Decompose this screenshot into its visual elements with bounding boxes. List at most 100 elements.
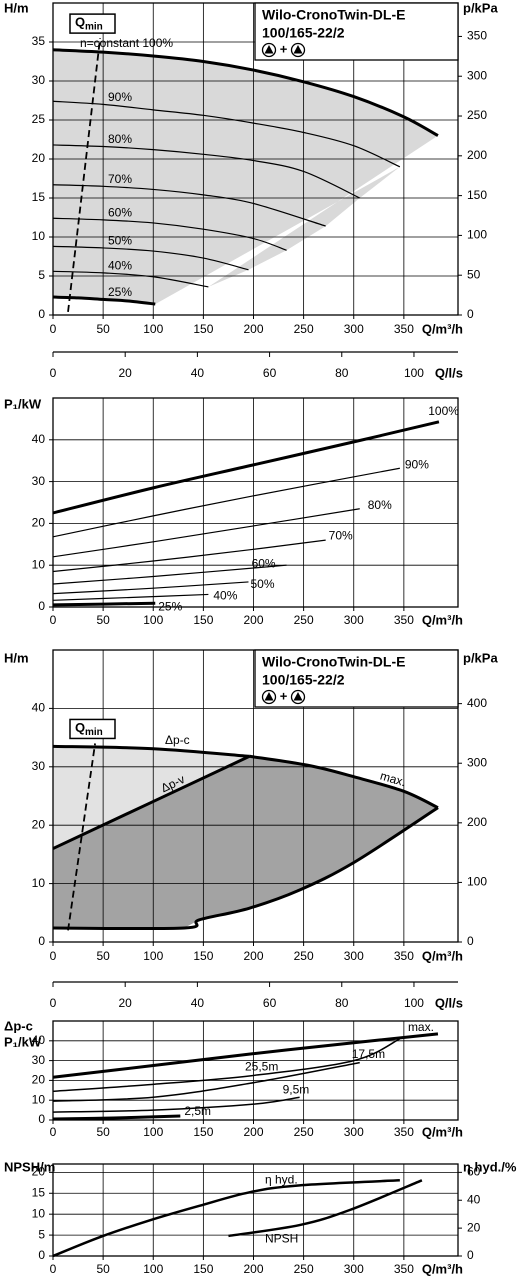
qmin-line <box>67 37 102 312</box>
x-tick-label: 200 <box>243 949 263 963</box>
curve <box>52 217 287 251</box>
qmin-label: Q <box>75 15 85 30</box>
qmin-sub: min <box>85 22 103 33</box>
y-axis-label: Δp-c <box>4 1018 33 1033</box>
y2-tick-label: 0 <box>467 934 474 948</box>
x2-tick-label: 20 <box>119 366 133 380</box>
chart-subtitle: 100/165-22/2 <box>262 25 345 41</box>
curve <box>52 184 326 227</box>
x2-tick-label: 80 <box>335 996 349 1010</box>
chart-subtitle: 100/165-22/2 <box>262 672 345 688</box>
curve-label: n=constant 100% <box>80 36 173 50</box>
chart-panel: 0 50 100 150 200 250 300 3500510152025303505010… <box>4 0 498 380</box>
x-tick-label: 250 <box>294 613 314 627</box>
x-tick-label: 50 <box>96 949 110 963</box>
y-tick-label: 15 <box>32 190 46 204</box>
curve-label: max. <box>379 769 408 790</box>
x-axis-label: Q/m³/h <box>422 948 463 963</box>
x2-tick-label: 0 <box>50 366 57 380</box>
x-tick-label: 350 <box>394 1125 414 1139</box>
y-tick-label: 30 <box>32 1053 46 1067</box>
curve-label: 50% <box>108 233 132 247</box>
curve-label: 70% <box>108 172 132 186</box>
curve <box>52 1061 360 1102</box>
x-tick-label: 50 <box>96 613 110 627</box>
x2-tick-label: 60 <box>263 366 277 380</box>
y2-tick-label: 150 <box>467 188 487 202</box>
curve <box>52 1114 181 1121</box>
y2-tick-label: 20 <box>467 1220 481 1234</box>
x-tick-label: 300 <box>344 1262 364 1276</box>
curve <box>52 581 249 595</box>
x-tick-label: 0 <box>50 1262 57 1276</box>
x-tick-label: 0 <box>50 322 57 336</box>
plot-frame <box>52 1020 459 1121</box>
curve <box>52 539 326 573</box>
y2-tick-label: 100 <box>467 875 487 889</box>
x-tick-label: 200 <box>243 1125 263 1139</box>
curve <box>52 744 250 758</box>
x-tick-label: 100 <box>143 1262 163 1276</box>
x-tick-label: 350 <box>394 613 414 627</box>
x2-tick-label: 60 <box>263 996 277 1010</box>
y2-tick-label: 50 <box>467 267 481 281</box>
curve-label: 80% <box>108 132 132 146</box>
x-axis-label: Q/m³/h <box>422 1124 463 1139</box>
y2-tick-label: 200 <box>467 815 487 829</box>
control-range <box>53 756 438 928</box>
curve-label: 40% <box>213 589 237 603</box>
x-tick-label: 100 <box>143 1125 163 1139</box>
pump-icon-triangle <box>264 45 274 54</box>
y-tick-label: 20 <box>32 1165 46 1179</box>
y-tick-label: 5 <box>38 268 45 282</box>
x-tick-label: 100 <box>143 613 163 627</box>
qmin-box <box>69 718 116 740</box>
x-tick-label: 300 <box>344 1125 364 1139</box>
curve <box>52 270 209 288</box>
qmin-box <box>69 13 116 34</box>
x-tick-label: 0 <box>50 1125 57 1139</box>
control-range <box>53 746 250 849</box>
curve <box>52 1038 401 1093</box>
curve <box>52 754 251 850</box>
y-tick-label: 25 <box>32 112 46 126</box>
x-tick-label: 200 <box>243 322 263 336</box>
curve-label: 100% <box>428 404 459 418</box>
y2-tick-label: 200 <box>467 148 487 162</box>
x-tick-label: 350 <box>394 1262 414 1276</box>
y-tick-label: 5 <box>38 1227 45 1241</box>
y-tick-label: 10 <box>32 557 46 571</box>
y2-tick-label: 300 <box>467 755 487 769</box>
x-tick-label: 150 <box>193 1125 213 1139</box>
y2-axis-label: p/kPa <box>463 0 498 15</box>
curve <box>52 593 209 601</box>
x-tick-label: 150 <box>193 949 213 963</box>
curve-label: 25,5m <box>245 1059 278 1073</box>
pump-icon-triangle <box>293 45 303 54</box>
y2-tick-label: 350 <box>467 29 487 43</box>
pump-icon-triangle <box>293 692 303 701</box>
y-tick-label: 10 <box>32 876 46 890</box>
qmin-label: Q <box>75 720 85 735</box>
qmin-line <box>67 743 96 931</box>
curve-label: Δp-c <box>165 733 190 747</box>
y-tick-label: 20 <box>32 817 46 831</box>
x-tick-label: 200 <box>243 1262 263 1276</box>
y2-tick-label: 400 <box>467 696 487 710</box>
curve <box>228 1179 423 1238</box>
y-tick-label: 20 <box>32 151 46 165</box>
y-tick-label: 0 <box>38 934 45 948</box>
y2-tick-label: 0 <box>467 307 474 321</box>
y-tick-label: 40 <box>32 1033 46 1047</box>
curve <box>52 100 401 168</box>
curve <box>52 1032 439 1079</box>
y2-tick-label: 300 <box>467 68 487 82</box>
curve-label: 25% <box>158 599 182 613</box>
x-tick-label: 350 <box>394 322 414 336</box>
y-axis-label: H/m <box>4 0 29 15</box>
curve <box>52 601 156 607</box>
plot-frame <box>52 1163 459 1257</box>
curve <box>52 1096 300 1113</box>
x-tick-label: 300 <box>344 613 364 627</box>
